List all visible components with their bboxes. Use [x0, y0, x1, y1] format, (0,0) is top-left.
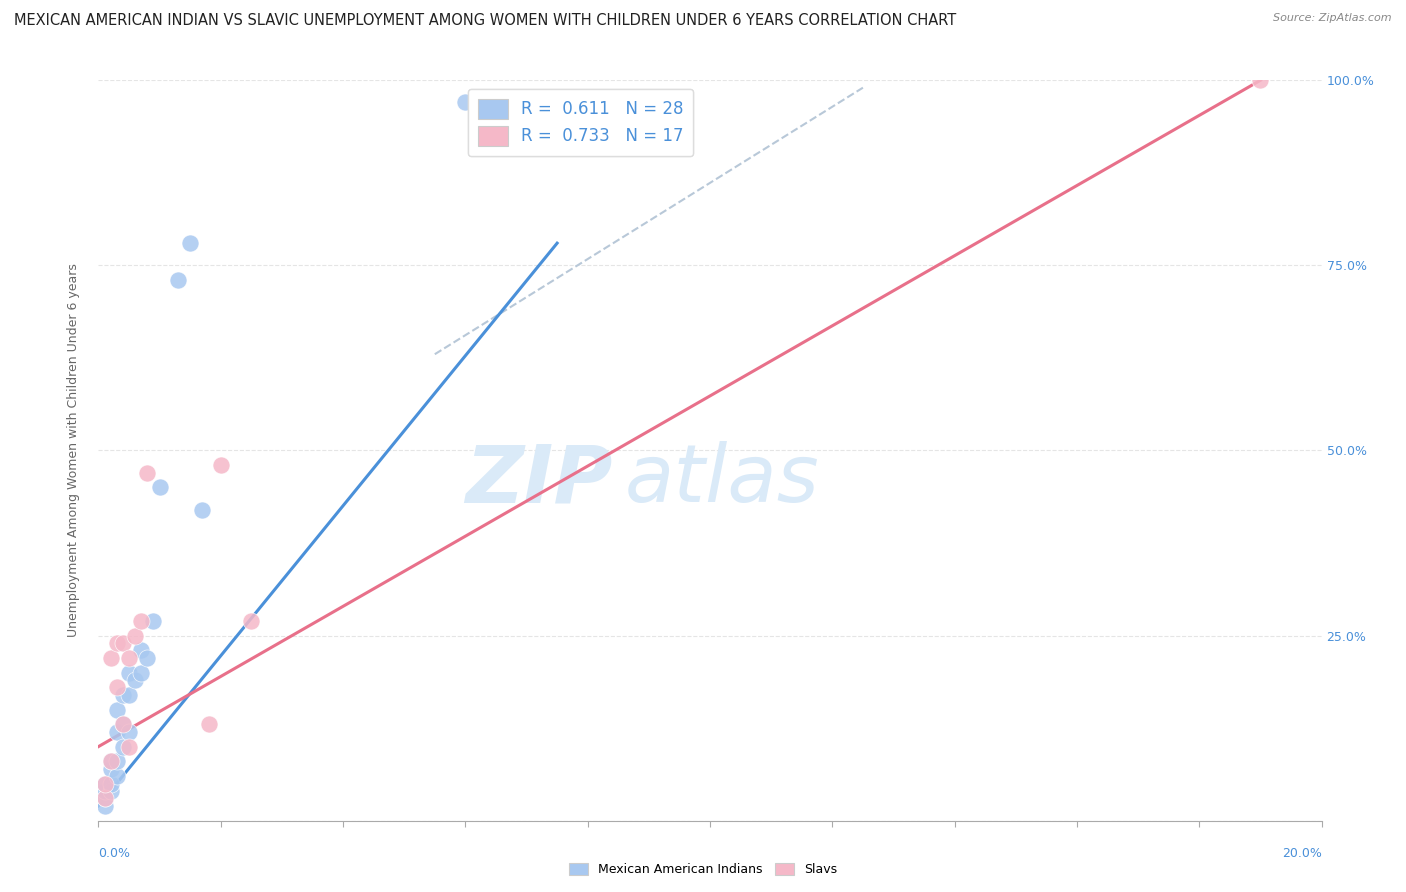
- Text: Source: ZipAtlas.com: Source: ZipAtlas.com: [1274, 13, 1392, 23]
- Point: [105, 703, 128, 717]
- Legend: Mexican American Indians, Slavs: Mexican American Indians, Slavs: [564, 858, 842, 881]
- Point: [105, 681, 128, 695]
- Point: [100, 784, 122, 798]
- Point: [124, 629, 146, 643]
- Point: [129, 665, 152, 680]
- Point: [197, 717, 219, 731]
- Y-axis label: Unemployment Among Women with Children Under 6 years: Unemployment Among Women with Children U…: [66, 263, 80, 638]
- Point: [118, 688, 141, 702]
- Point: [240, 614, 263, 628]
- Point: [111, 688, 134, 702]
- Point: [100, 755, 122, 769]
- Point: [93, 791, 115, 805]
- Point: [118, 724, 141, 739]
- Text: 20.0%: 20.0%: [1282, 847, 1322, 860]
- Text: MEXICAN AMERICAN INDIAN VS SLAVIC UNEMPLOYMENT AMONG WOMEN WITH CHILDREN UNDER 6: MEXICAN AMERICAN INDIAN VS SLAVIC UNEMPL…: [14, 13, 956, 29]
- Point: [179, 236, 201, 251]
- Point: [93, 791, 115, 805]
- Point: [100, 755, 122, 769]
- Point: [191, 502, 214, 516]
- Point: [105, 769, 128, 783]
- Point: [100, 776, 122, 791]
- Point: [100, 762, 122, 776]
- Point: [93, 776, 115, 791]
- Point: [167, 273, 190, 287]
- Point: [111, 739, 134, 754]
- Point: [111, 717, 134, 731]
- Point: [100, 650, 122, 665]
- Point: [111, 636, 134, 650]
- Point: [454, 95, 477, 110]
- Point: [209, 458, 232, 473]
- Legend: R =  0.611   N = 28, R =  0.733   N = 17: R = 0.611 N = 28, R = 0.733 N = 17: [468, 88, 693, 156]
- Point: [105, 755, 128, 769]
- Point: [136, 466, 159, 480]
- Point: [118, 739, 141, 754]
- Point: [118, 665, 141, 680]
- Point: [105, 724, 128, 739]
- Point: [142, 614, 165, 628]
- Point: [129, 643, 152, 657]
- Point: [93, 784, 115, 798]
- Point: [124, 673, 146, 687]
- Point: [111, 717, 134, 731]
- Text: ZIP: ZIP: [465, 441, 612, 519]
- Point: [118, 650, 141, 665]
- Point: [129, 614, 152, 628]
- Point: [93, 798, 115, 813]
- Point: [1249, 73, 1271, 87]
- Point: [105, 636, 128, 650]
- Point: [136, 650, 159, 665]
- Text: atlas: atlas: [624, 441, 820, 519]
- Point: [93, 776, 115, 791]
- Text: 0.0%: 0.0%: [98, 847, 131, 860]
- Point: [149, 481, 172, 495]
